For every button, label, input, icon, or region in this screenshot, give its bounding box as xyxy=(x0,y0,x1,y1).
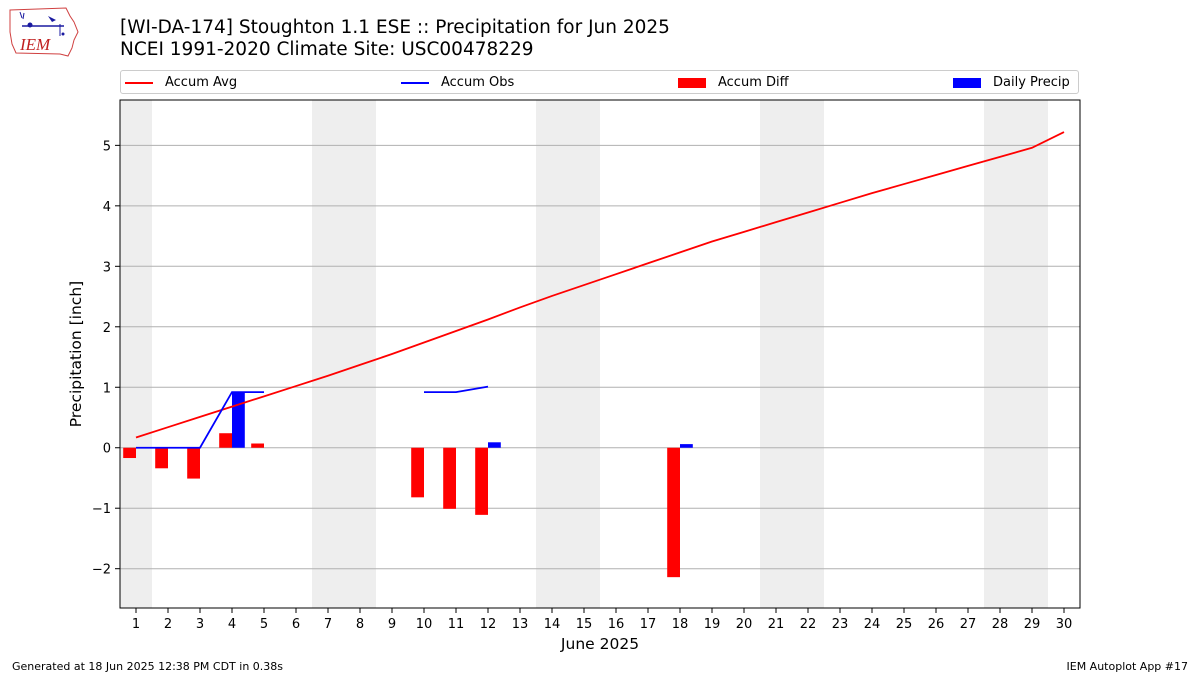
accum-diff-bar xyxy=(187,447,200,479)
weekend-band xyxy=(984,100,1048,608)
weekend-band xyxy=(312,100,376,608)
accum-obs-line xyxy=(424,385,489,394)
weekend-band xyxy=(536,100,600,608)
x-tick-label: 30 xyxy=(1056,617,1073,632)
x-tick-label: 10 xyxy=(416,617,433,632)
x-tick-label: 11 xyxy=(448,617,465,632)
accum-avg-line xyxy=(135,131,1065,439)
x-tick-label: 20 xyxy=(736,617,753,632)
legend-item-accum-diff: Accum Diff xyxy=(678,74,789,91)
x-tick-label: 29 xyxy=(1024,617,1041,632)
weekend-band xyxy=(760,100,824,608)
legend-swatch-accum-avg xyxy=(125,81,153,84)
x-tick-label: 8 xyxy=(356,617,364,632)
y-tick-label: 2 xyxy=(103,321,111,336)
plot-frame xyxy=(119,99,1081,609)
y-tick-label: 0 xyxy=(103,442,111,457)
x-tick-label: 7 xyxy=(324,617,332,632)
chart-subtitle: NCEI 1991-2020 Climate Site: USC00478229 xyxy=(120,39,534,60)
legend-swatch-accum-obs xyxy=(401,81,429,84)
y-tick-label: 4 xyxy=(103,200,111,215)
x-tick-label: 18 xyxy=(672,617,689,632)
logo-text: IEM xyxy=(19,35,51,54)
generated-timestamp: Generated at 18 Jun 2025 12:38 PM CDT in… xyxy=(12,660,284,673)
x-tick-label: 23 xyxy=(832,617,849,632)
y-tick-label: 5 xyxy=(103,139,111,154)
accum-diff-bar xyxy=(475,447,488,515)
x-tick-label: 2 xyxy=(164,617,172,632)
x-tick-label: 9 xyxy=(388,617,396,632)
legend-label-daily-precip: Daily Precip xyxy=(993,75,1070,90)
x-tick-label: 17 xyxy=(640,617,657,632)
x-tick-label: 12 xyxy=(480,617,497,632)
x-tick-label: 3 xyxy=(196,617,204,632)
x-tick-label: 5 xyxy=(260,617,268,632)
x-tick-label: 21 xyxy=(768,617,785,632)
x-tick-label: 13 xyxy=(512,617,529,632)
y-tick-label: 3 xyxy=(103,260,111,275)
y-tick-label: −1 xyxy=(92,502,111,517)
legend-item-accum-obs: Accum Obs xyxy=(401,74,514,91)
legend-item-daily-precip: Daily Precip xyxy=(953,74,1070,91)
legend-label-accum-obs: Accum Obs xyxy=(441,75,515,90)
accum-diff-bar xyxy=(219,433,232,448)
x-tick-label: 24 xyxy=(864,617,881,632)
x-tick-label: 4 xyxy=(228,617,236,632)
x-tick-label: 28 xyxy=(992,617,1009,632)
x-tick-label: 15 xyxy=(576,617,593,632)
accum-diff-bar xyxy=(411,447,424,498)
accum-diff-bar xyxy=(251,443,264,448)
x-tick-label: 19 xyxy=(704,617,721,632)
accum-diff-bar xyxy=(155,447,168,469)
x-tick-label: 27 xyxy=(960,617,977,632)
daily-precip-bar xyxy=(232,392,245,448)
x-axis-label: June 2025 xyxy=(560,635,639,653)
x-tick-label: 26 xyxy=(928,617,945,632)
legend-label-accum-diff: Accum Diff xyxy=(718,75,789,90)
chart-legend: Accum Avg Accum Obs Accum Diff Daily Pre… xyxy=(120,70,1079,94)
iowa-map-icon: IEM xyxy=(9,7,79,57)
legend-swatch-daily-precip xyxy=(953,77,981,88)
y-tick-label: −2 xyxy=(92,563,111,578)
accum-diff-bar xyxy=(443,447,456,509)
daily-precip-bar xyxy=(488,442,501,448)
legend-item-accum-avg: Accum Avg xyxy=(125,74,237,91)
legend-swatch-accum-diff xyxy=(678,77,706,88)
app-label: IEM Autoplot App #17 xyxy=(1066,660,1189,673)
legend-label-accum-avg: Accum Avg xyxy=(165,75,238,90)
weekend-band xyxy=(120,100,152,608)
x-tick-label: 16 xyxy=(608,617,625,632)
x-tick-label: 1 xyxy=(132,617,140,632)
chart-title: [WI-DA-174] Stoughton 1.1 ESE :: Precipi… xyxy=(120,17,670,38)
x-tick-label: 22 xyxy=(800,617,817,632)
x-tick-label: 6 xyxy=(292,617,300,632)
x-tick-label: 14 xyxy=(544,617,561,632)
daily-precip-bar xyxy=(680,444,693,448)
iem-logo: IEM xyxy=(8,6,80,62)
accum-diff-bar xyxy=(667,447,680,578)
accum-obs-line xyxy=(136,391,264,449)
accum-diff-bar xyxy=(123,447,136,459)
y-tick-label: 1 xyxy=(103,381,111,396)
x-tick-label: 25 xyxy=(896,617,913,632)
y-axis-label: Precipitation [inch] xyxy=(67,281,85,427)
